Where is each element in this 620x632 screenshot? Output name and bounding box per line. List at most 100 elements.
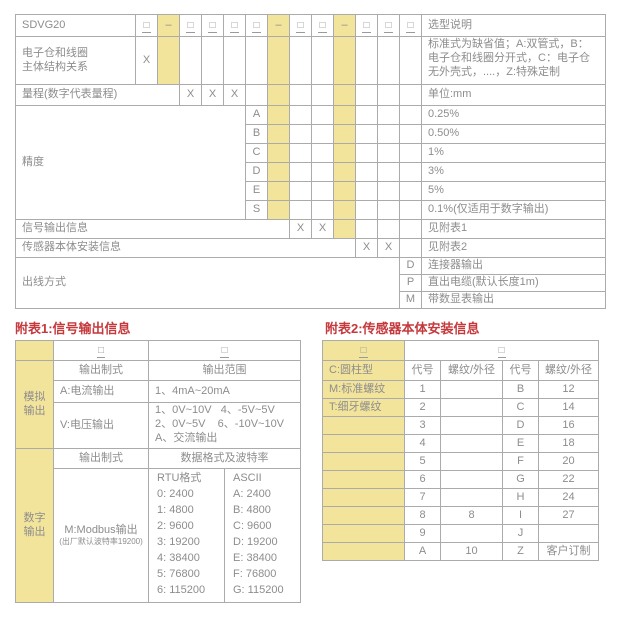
empty-cell [355, 143, 378, 163]
yellow-spacer-cell [322, 452, 405, 471]
thread-type-cell: T:细牙螺纹 [322, 398, 405, 417]
precision-row: S 0.1%(仅适用于数字输出) [16, 200, 606, 220]
analog-group-line1: 模拟 [23, 390, 46, 403]
yellow-spacer-cell [333, 162, 356, 182]
thread-cell [440, 488, 503, 507]
yellow-spacer-cell [333, 84, 356, 106]
signal-label-cell: 信号输出信息 [15, 219, 290, 239]
rtu-item: 3: 19200 [157, 536, 200, 548]
digit-cell: □ [311, 14, 334, 37]
digit-cell: □ [147, 340, 302, 361]
thread-cell [440, 398, 503, 417]
empty-cell [289, 162, 312, 182]
digit-cell: □ [53, 340, 149, 361]
precision-code-cell: E [245, 181, 268, 201]
code-cell: D [502, 416, 539, 435]
thread-cell [440, 434, 503, 453]
analog-header-row: 模拟 输出 输出制式 输出范围 [15, 360, 302, 449]
table-row: A 10 Z 客户订制 [322, 542, 600, 561]
modbus-mode-note: (出厂默认波特率19200) [59, 536, 143, 546]
yellow-spacer-cell [322, 416, 405, 435]
precision-desc-cell: 0.25% [421, 105, 606, 125]
empty-cell [289, 181, 312, 201]
thread-cell [537, 524, 600, 543]
thread-cell: 10 [440, 542, 503, 561]
code-cell: E [502, 434, 539, 453]
thread-cell: 22 [537, 470, 600, 489]
thread-cell [440, 524, 503, 543]
digit-cell: □ [135, 14, 158, 37]
empty-cell [399, 143, 422, 163]
digit-cell: □ [179, 14, 202, 37]
signal-row: 信号输出信息 X X 见附表1 [15, 219, 606, 239]
ascii-item: C: 9600 [233, 520, 272, 532]
empty-cell [399, 124, 422, 144]
yellow-spacer-cell [322, 542, 405, 561]
code-cell: Z [502, 542, 539, 561]
empty-cell [311, 84, 334, 106]
x-mark-cell: X [223, 84, 246, 106]
wiring-code-cell: M [399, 291, 422, 309]
format-header-cell: 数据格式及波特率 [147, 448, 302, 469]
modbus-mode-cell: M:Modbus输出 (出厂默认波特率19200) [53, 468, 149, 603]
empty-cell [179, 36, 202, 85]
current-range-cell: 1、4mA~20mA [147, 380, 302, 403]
placeholder-box-icon: □ [142, 19, 151, 33]
empty-cell [355, 219, 378, 239]
empty-cell [289, 105, 312, 125]
code-cell: H [502, 488, 539, 507]
code-cell: G [502, 470, 539, 489]
empty-cell [311, 181, 334, 201]
empty-cell [311, 124, 334, 144]
table-row: 5 F 20 [322, 452, 600, 471]
code-cell: 9 [404, 524, 441, 543]
structure-row: 电子仓和线圈 主体结构关系 X 标准式为缺省值；A:双管式，B： 电子仓和线圈分… [15, 36, 606, 85]
ascii-item: E: 38400 [233, 552, 278, 564]
structure-label-line2: 主体结构关系 [22, 60, 88, 73]
precision-code-cell: A [245, 105, 268, 125]
wiring-label-cell: 出线方式 [15, 257, 400, 309]
annex2-subheader-row: C:圆柱型 代号 螺纹/外径 代号 螺纹/外径 [322, 360, 600, 381]
voltage-range-line1: 1、0V~10V 4、-5V~5V [155, 404, 275, 416]
structure-desc-line2: 电子仓和线圈分开式，C：电子仓 [428, 51, 590, 64]
table-row: 8 8 I 27 [322, 506, 600, 525]
code-cell: J [502, 524, 539, 543]
voltage-row: V:电压输出 1、0V~10V 4、-5V~5V 2、0V~5V 6、-10V~… [16, 402, 302, 449]
empty-cell [355, 124, 378, 144]
thread-type-cell: M:标准螺纹 [322, 380, 405, 399]
model-cell: SDVG20 [15, 14, 136, 37]
x-mark-cell: X [355, 238, 378, 258]
placeholder-box-icon: □ [96, 344, 106, 358]
yellow-spacer-cell [333, 143, 356, 163]
mounting-desc-cell: 见附表2 [421, 238, 606, 258]
empty-cell [355, 181, 378, 201]
voltage-range-line2: 2、0V~5V 6、-10V~10V [155, 417, 285, 430]
voltage-range-line3: A、交流输出 [155, 431, 218, 444]
yellow-spacer-cell [267, 143, 290, 163]
wiring-row: P 直出电缆(默认长度1m) [16, 274, 606, 292]
yellow-spacer-cell [333, 36, 356, 85]
placeholder-box-icon: □ [362, 19, 371, 33]
voltage-mode-cell: V:电压输出 [53, 402, 149, 449]
digit-cell: □ [289, 14, 312, 37]
empty-cell [377, 219, 400, 239]
precision-code-cell: B [245, 124, 268, 144]
code-cell: I [502, 506, 539, 525]
yellow-spacer-cell [322, 488, 405, 507]
yellow-spacer-cell [322, 506, 405, 525]
empty-cell [399, 84, 422, 106]
placeholder-box-icon: □ [220, 344, 229, 358]
yellow-spacer-cell [267, 181, 290, 201]
digit-cell: □ [399, 14, 422, 37]
rtu-list-cell: RTU格式 0: 2400 1: 4800 2: 9600 3: 19200 4… [148, 468, 225, 603]
empty-cell [377, 36, 400, 85]
empty-cell [399, 162, 422, 182]
precision-row: D 3% [16, 162, 606, 182]
empty-cell [377, 181, 400, 201]
rtu-item: 6: 115200 [157, 584, 206, 596]
mode-header-cell: 输出制式 [53, 360, 149, 381]
yellow-spacer-cell [267, 162, 290, 182]
rtu-item: 5: 76800 [157, 568, 200, 580]
empty-cell [311, 105, 334, 125]
x-mark-cell: X [179, 84, 202, 106]
